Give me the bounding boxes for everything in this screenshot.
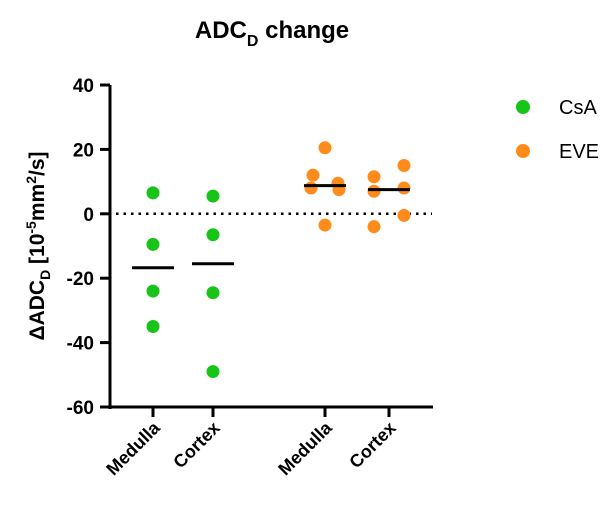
y-tick-label: -40	[67, 334, 94, 355]
data-point-csa	[206, 189, 220, 203]
data-point-eve	[367, 184, 381, 198]
y-ticks: 40 20 0 -20 -40 -60	[67, 76, 110, 419]
data-point-eve	[367, 170, 381, 184]
data-point-csa	[146, 186, 160, 200]
y-axis-label-prefix: ΔADC	[26, 280, 49, 341]
chart-title: ADCD change	[195, 17, 349, 50]
y-tick-label: 40	[73, 76, 94, 97]
chart-title-suffix: change	[258, 17, 349, 44]
data-point-eve	[397, 208, 411, 222]
data-point-csa	[146, 284, 160, 298]
y-tick-label: -60	[67, 398, 94, 419]
data-point-csa	[146, 320, 160, 333]
legend-marker-eve	[516, 144, 530, 158]
x-ticks: Medulla Cortex Medulla Cortex	[102, 407, 400, 479]
data-point-eve	[304, 181, 318, 195]
legend-marker-csa	[516, 100, 530, 114]
x-category-label: Medulla	[274, 417, 336, 479]
x-category-label: Cortex	[345, 418, 399, 472]
data-point-csa	[206, 365, 220, 379]
y-axis-label-exp2: 2	[23, 176, 39, 184]
data-point-csa	[146, 237, 160, 251]
chart-title-subscript: D	[247, 33, 259, 50]
legend: CsA EVE	[516, 97, 599, 163]
data-point-eve	[306, 168, 320, 182]
y-axis-label-unit-end: /s]	[26, 151, 49, 176]
legend-label: EVE	[559, 141, 599, 163]
data-point-csa	[206, 286, 220, 300]
median-lines	[132, 184, 410, 270]
chart-title-main: ADC	[195, 17, 247, 44]
data-point-eve	[318, 218, 332, 232]
y-tick-label: -20	[67, 269, 94, 290]
y-axis-label-unit-mid: mm	[26, 184, 49, 221]
data-point-eve	[318, 141, 332, 155]
y-tick-label: 20	[73, 140, 94, 161]
data-point-csa	[206, 228, 220, 242]
y-axis-label-bracket: [10	[26, 234, 49, 270]
data-point-eve	[367, 220, 381, 234]
y-axis-label-subscript: D	[37, 270, 53, 280]
data-point-eve	[397, 181, 411, 195]
svg-text:ΔADCD [10-5mm2/s]: ΔADCD [10-5mm2/s]	[23, 151, 53, 340]
x-category-label: Medulla	[102, 417, 164, 479]
x-category-label: Cortex	[169, 418, 223, 472]
y-axis-label: ΔADCD [10-5mm2/s]	[23, 151, 53, 340]
data-point-eve	[397, 159, 411, 172]
y-axis-label-exp1: -5	[23, 221, 39, 234]
legend-label: CsA	[559, 97, 597, 119]
y-tick-label: 0	[83, 205, 94, 226]
data-points	[146, 141, 411, 379]
